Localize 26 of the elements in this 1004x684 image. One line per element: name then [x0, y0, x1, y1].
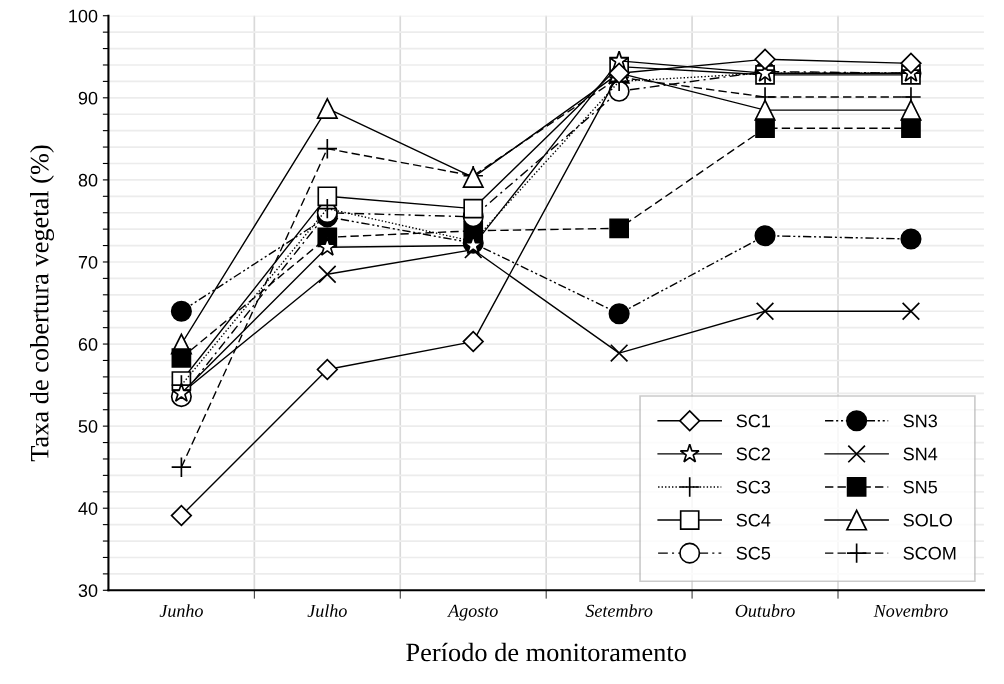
y-tick-label: 60: [78, 337, 98, 351]
y-tick-label: 80: [78, 173, 98, 187]
x-tick-label: Setembro: [585, 604, 653, 617]
legend-label: SC5: [736, 546, 771, 560]
legend-label: SN4: [903, 447, 938, 461]
legend-label: SC4: [736, 513, 771, 527]
y-tick-label: 90: [78, 91, 98, 105]
x-tick-label: Agosto: [447, 604, 498, 621]
y-tick-label: 100: [69, 9, 98, 23]
x-tick-label: Junho: [159, 604, 203, 617]
x-tick-label: Julho: [307, 604, 347, 617]
legend-label: SN3: [903, 414, 937, 428]
y-tick-label: 30: [78, 584, 98, 598]
legend-label: SCOM: [903, 546, 956, 560]
legend-label: SOLO: [903, 513, 952, 527]
y-axis-title: Taxa de cobertura vegetal (%): [30, 145, 54, 462]
x-axis-title: Período de monitoramento: [406, 642, 686, 662]
x-tick-label: Outubro: [735, 604, 795, 617]
y-tick-label: 40: [78, 502, 98, 515]
legend-label: SC2: [736, 447, 770, 461]
x-tick-label: Novembro: [873, 604, 948, 617]
legend-label: SN5: [903, 480, 938, 494]
legend-label: SC1: [736, 414, 770, 428]
y-tick-label: 70: [78, 255, 98, 269]
legend-label: SC3: [736, 480, 771, 494]
y-tick-label: 50: [78, 420, 98, 433]
